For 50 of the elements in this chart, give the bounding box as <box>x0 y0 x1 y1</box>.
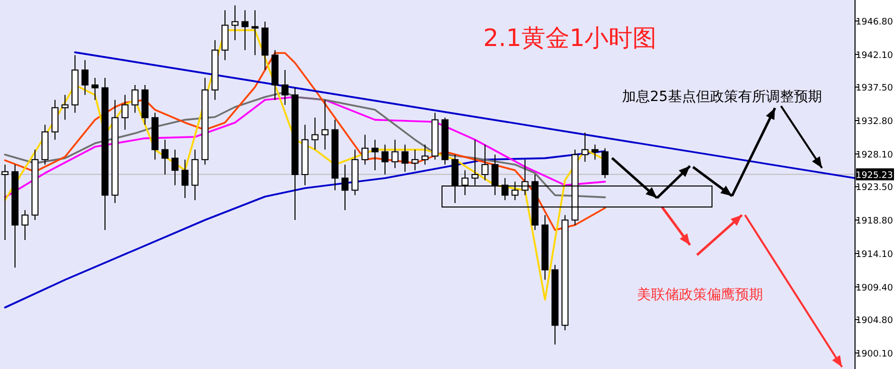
annotation: 美联储政策偏鹰预期 <box>637 287 763 303</box>
y-tick-label: 1914.10 <box>856 250 894 260</box>
candlestick <box>392 139 398 169</box>
line-series <box>4 52 606 231</box>
y-tick-label: 1918.80 <box>856 216 894 227</box>
candlestick <box>492 154 498 196</box>
candlestick <box>482 144 488 181</box>
candlestick <box>502 178 508 201</box>
annotation: 加息25基点但政策有所调整预期 <box>622 89 822 105</box>
candlestick <box>82 60 88 96</box>
candlestick <box>182 159 188 199</box>
y-tick-label: 1928.10 <box>856 150 894 160</box>
candlestick <box>592 144 598 160</box>
candlestick <box>22 210 28 240</box>
candlestick <box>422 144 428 166</box>
candlestick <box>62 94 68 120</box>
candlestick <box>312 117 318 150</box>
y-tick-label: 1900.10 <box>856 350 894 360</box>
y-tick-label: 1942.10 <box>856 50 894 61</box>
candlestick <box>242 10 248 51</box>
candlestick <box>462 170 468 196</box>
y-tick-label: 1923.50 <box>856 183 894 194</box>
candlestick <box>372 139 378 171</box>
candlestick <box>282 70 288 106</box>
candlestick <box>122 94 128 130</box>
text: 2.1黄金1小时图 <box>483 24 657 52</box>
candlestick <box>2 164 8 240</box>
candlestick <box>342 164 348 211</box>
candlestick <box>512 181 518 201</box>
y-tick-label: 1946.80 <box>856 17 894 28</box>
candlestick <box>162 139 168 176</box>
y-tick-label: 1937.50 <box>856 84 894 94</box>
candlestick <box>362 134 368 166</box>
y-tick-label: 1909.40 <box>856 283 894 294</box>
ref-line-label: 1925.23 <box>856 170 893 181</box>
y-tick-label: 1932.80 <box>856 117 894 128</box>
candlestick <box>412 149 418 171</box>
candlestick <box>402 144 408 172</box>
candlestick <box>602 148 608 179</box>
candlestick <box>322 99 328 150</box>
candlestick <box>252 10 258 56</box>
candlestick <box>582 132 588 162</box>
candlestick <box>382 144 388 176</box>
candlestick <box>472 139 478 186</box>
candlestick <box>232 4 238 41</box>
candlestick <box>132 84 138 114</box>
candlestick <box>522 159 528 196</box>
candlestick <box>92 77 98 100</box>
candlestick <box>172 149 178 186</box>
y-tick-label: 1904.80 <box>856 316 894 326</box>
